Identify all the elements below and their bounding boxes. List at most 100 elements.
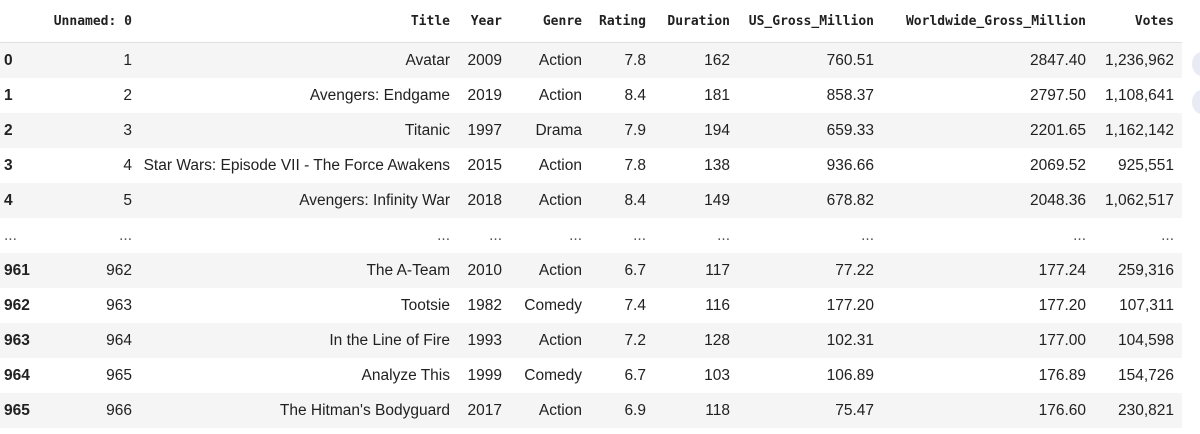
table-cell: ... — [569, 226, 582, 244]
table-cell: 117 — [705, 261, 730, 279]
table-cell: ... — [489, 226, 502, 244]
table-cell: Action — [538, 51, 582, 69]
table-cell: 964 — [106, 331, 132, 349]
column-header: Worldwide_Gross_Million — [882, 0, 1094, 43]
dataframe-table: Unnamed: 0 Title Year Genre Rating Durat… — [0, 0, 1182, 428]
index-header — [0, 0, 40, 43]
table-cell: 7.8 — [624, 51, 646, 69]
table-cell: 760.51 — [826, 51, 874, 69]
table-row: 0 1 Avatar 2009 Action 7.8 162 760.51 2847.40 1,2… — [0, 42, 1182, 78]
table-cell: 2797.50 — [1029, 86, 1086, 104]
table-cell: 138 — [704, 156, 730, 174]
column-header: Unnamed: 0 — [40, 0, 140, 43]
column-header: Rating — [590, 0, 654, 43]
column-header: Year — [458, 0, 510, 43]
table-cell: 194 — [704, 121, 730, 139]
table-cell: 925,551 — [1117, 156, 1174, 174]
table-cell: 149 — [704, 191, 730, 209]
table-row: 964 965 Analyze This 1999 Comedy 6.7 103 106.89… — [0, 358, 1182, 393]
table-cell: 102.31 — [826, 331, 874, 349]
table-cell: 77.22 — [835, 261, 874, 279]
table-cell: 5 — [123, 191, 132, 209]
table-row: 962 963 Tootsie 1982 Comedy 7.4 116 177.20 177.2… — [0, 288, 1182, 323]
table-cell: 8.4 — [624, 191, 646, 209]
table-row: 1 2 Avengers: Endgame 2019 Action 8.4 181 858.3… — [0, 78, 1182, 113]
table-cell: 1982 — [467, 296, 502, 314]
table-cell: Action — [538, 191, 582, 209]
table-cell: 2048.36 — [1029, 191, 1086, 209]
table-cell: 4 — [123, 156, 132, 174]
table-cell: 104,598 — [1117, 331, 1174, 349]
table-cell: 177.20 — [1038, 296, 1086, 314]
row-index: 965 — [4, 401, 30, 419]
row-index: 0 — [4, 51, 13, 69]
table-cell: 177.24 — [1038, 261, 1086, 279]
table-row: 961 962 The A-Team 2010 Action 6.7 117 77.22 177… — [0, 253, 1182, 288]
table-cell: 1,062,517 — [1105, 191, 1174, 209]
table-cell: Avengers: Endgame — [309, 86, 450, 104]
table-cell: 1999 — [467, 366, 502, 384]
table-cell: Avatar — [405, 51, 450, 69]
table-cell: 1 — [123, 51, 132, 69]
table-cell: 177.00 — [1038, 331, 1086, 349]
column-header: Genre — [510, 0, 590, 43]
table-cell: 6.7 — [624, 261, 646, 279]
column-header: Duration — [654, 0, 738, 43]
table-cell: ... — [119, 226, 132, 244]
table-cell: Action — [538, 401, 582, 419]
table-cell: 2015 — [467, 156, 502, 174]
row-index: ... — [4, 226, 17, 244]
table-cell: Star Wars: Episode VII - The Force Awake… — [143, 156, 450, 174]
table-cell: 106.89 — [826, 366, 874, 384]
table-cell: 230,821 — [1117, 401, 1174, 419]
table-cell: 858.37 — [826, 86, 874, 104]
table-cell: 259,316 — [1117, 261, 1174, 279]
table-cell: 2018 — [467, 191, 502, 209]
side-button-icon[interactable] — [1192, 90, 1200, 114]
table-cell: 6.9 — [624, 401, 646, 419]
table-cell: The Hitman's Bodyguard — [279, 401, 450, 419]
table-cell: 154,726 — [1117, 366, 1174, 384]
table-cell: 1,236,962 — [1105, 51, 1174, 69]
table-cell: Analyze This — [361, 366, 450, 384]
table-cell: 118 — [705, 401, 730, 419]
table-cell: 1997 — [467, 121, 502, 139]
table-cell: Action — [538, 86, 582, 104]
table-row: 2 3 Titanic 1997 Drama 7.9 194 659.33 2201.65 1,1… — [0, 113, 1182, 148]
table-cell: Action — [538, 156, 582, 174]
table-cell: 936.66 — [826, 156, 874, 174]
table-cell: 962 — [106, 261, 132, 279]
table-cell: 6.7 — [624, 366, 646, 384]
table-cell: 8.4 — [624, 86, 646, 104]
table-cell: Drama — [535, 121, 582, 139]
table-cell: ... — [1161, 226, 1174, 244]
table-cell: 2009 — [467, 51, 502, 69]
table-cell: 103 — [704, 366, 730, 384]
table-cell: 659.33 — [826, 121, 874, 139]
table-cell: 116 — [705, 296, 730, 314]
row-index: 4 — [4, 191, 13, 209]
table-cell: ... — [717, 226, 730, 244]
row-index: 1 — [4, 86, 13, 104]
table-cell: 2069.52 — [1029, 156, 1086, 174]
table-cell: 3 — [123, 121, 132, 139]
table-cell: ... — [1073, 226, 1086, 244]
row-index: 961 — [4, 261, 30, 279]
column-header: Title — [140, 0, 458, 43]
table-cell: 678.82 — [826, 191, 874, 209]
table-cell: Avengers: Infinity War — [299, 191, 450, 209]
table-cell: 7.9 — [624, 121, 646, 139]
table-cell: ... — [437, 226, 450, 244]
table-cell: 1,162,142 — [1105, 121, 1174, 139]
table-row: 965 966 The Hitman's Bodyguard 2017 Action 6.… — [0, 393, 1182, 428]
table-cell: Action — [538, 331, 582, 349]
table-cell: 176.89 — [1038, 366, 1086, 384]
table-cell: 7.4 — [624, 296, 646, 314]
ellipsis-row: .............................. — [0, 218, 1182, 253]
table-cell: 128 — [704, 331, 730, 349]
side-button-icon[interactable] — [1192, 52, 1200, 76]
table-cell: 2847.40 — [1029, 51, 1086, 69]
table-row: 3 4 Star Wars: Episode VII - The Force Awa… — [0, 148, 1182, 183]
table-cell: 1993 — [467, 331, 502, 349]
